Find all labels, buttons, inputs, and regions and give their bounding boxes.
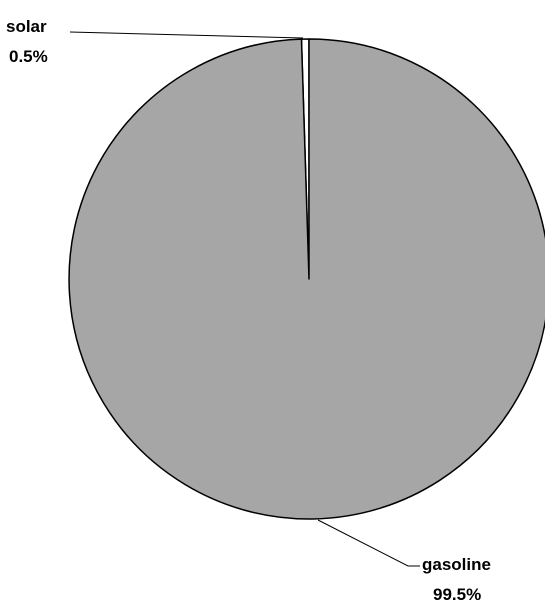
- slice-name-gasoline: gasoline: [422, 555, 491, 574]
- slice-label-solar: solar 0.5%: [6, 17, 48, 66]
- slice-value-gasoline: 99.5%: [433, 585, 481, 603]
- slice-label-gasoline: gasoline 99.5%: [422, 555, 491, 603]
- slice-value-solar: 0.5%: [9, 47, 48, 66]
- leader-line-gasoline: [317, 519, 420, 567]
- pie-slice-gasoline: [68, 38, 545, 520]
- leader-lines: [69, 31, 420, 567]
- slice-name-solar: solar: [6, 17, 47, 36]
- leader-line-solar: [69, 31, 304, 39]
- pie-slices: [68, 38, 545, 520]
